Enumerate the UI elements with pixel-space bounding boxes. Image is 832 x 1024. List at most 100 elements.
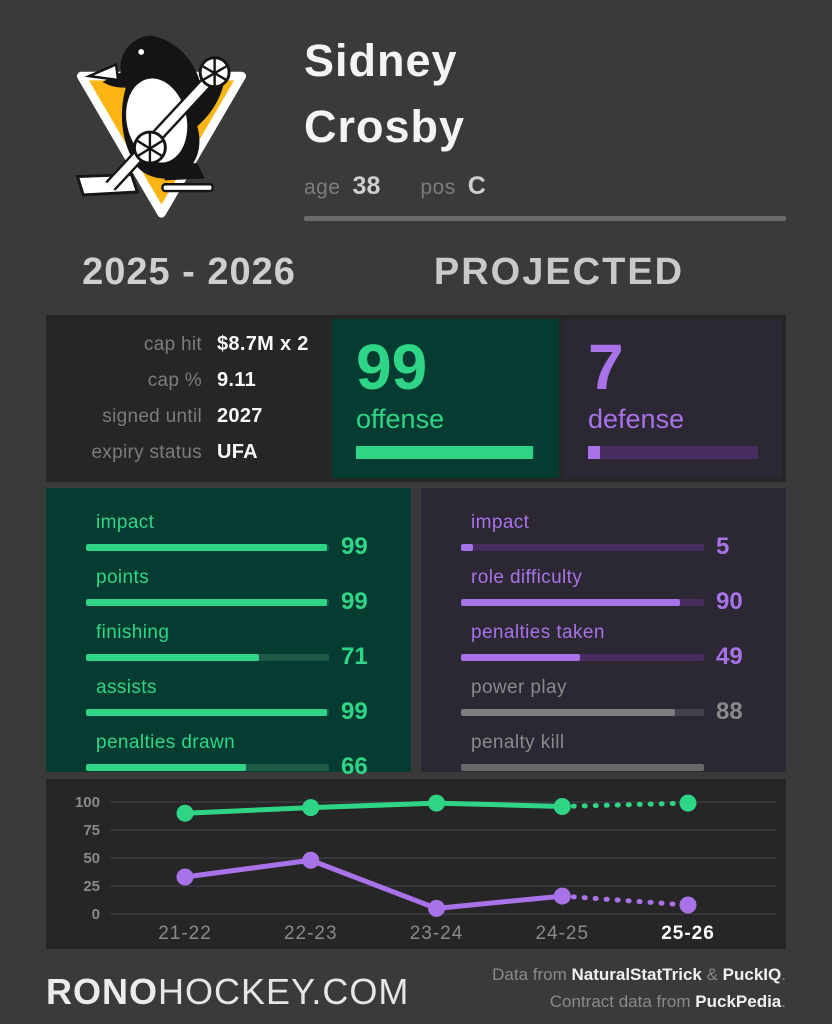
- stat-bar: [86, 543, 329, 551]
- penguin-beak: [84, 62, 119, 82]
- contract-label: expiry status: [91, 442, 202, 463]
- stat-row: finishing 71: [86, 622, 385, 670]
- defense-data-point: [553, 887, 571, 905]
- offense-data-point: [176, 804, 194, 822]
- team-logo: [46, 22, 276, 221]
- stat-row: penalties taken 49: [461, 622, 760, 670]
- stat-value: 88: [716, 698, 743, 725]
- stat-bar-fill: [461, 598, 680, 606]
- offense-rating-bar: [356, 446, 535, 459]
- stat-bar: [461, 598, 704, 606]
- stat-bar-fill: [86, 708, 327, 716]
- projected-heading: PROJECTED: [433, 250, 685, 293]
- stat-bar-line: [461, 757, 760, 777]
- data-credits: Data from NaturalStatTrick & PuckIQ. Con…: [492, 961, 786, 1015]
- stat-bar: [86, 763, 329, 771]
- stat-label: penalty kill: [471, 732, 565, 753]
- stat-bar-line: 99: [86, 700, 385, 724]
- stat-bar: [86, 653, 329, 661]
- x-tick-label: 22-23: [284, 923, 338, 944]
- pos-value: C: [467, 172, 486, 200]
- header-divider: [304, 216, 786, 221]
- player-meta: age 38 pos C: [304, 172, 786, 201]
- stat-row: impact 5: [461, 512, 760, 560]
- stat-value: 71: [341, 643, 368, 670]
- player-header: Sidney Crosby age 38 pos C: [304, 22, 786, 221]
- glove-bottom-laces: [136, 133, 163, 163]
- contract-value: UFA: [217, 441, 258, 463]
- offense-data-point: [428, 794, 445, 812]
- x-tick-label: 24-25: [535, 923, 589, 944]
- offense-rating-card: 99 offense: [332, 319, 559, 478]
- x-tick-label: 21-22: [158, 923, 212, 944]
- contract-label: cap %: [147, 370, 202, 391]
- credits-line-1: Data from NaturalStatTrick & PuckIQ.: [492, 961, 786, 988]
- contract-ratings-panel: cap hit $8.7M x 2 cap % 9.11 signed until 202…: [46, 315, 786, 482]
- brand-rest: HOCKEY.COM: [158, 971, 410, 1012]
- contract-value: 2027: [217, 405, 263, 427]
- stat-label: assists: [96, 677, 157, 698]
- age-label: age: [304, 176, 341, 199]
- stat-label: impact: [471, 512, 530, 533]
- y-tick-label: 100: [75, 794, 100, 811]
- stat-bar-line: 99: [86, 588, 385, 615]
- stat-bar: [461, 763, 704, 771]
- contract-info: cap hit $8.7M x 2 cap % 9.11 signed until 202…: [50, 319, 332, 478]
- age-value: 38: [352, 172, 381, 200]
- seasons-chart: 0 25 50 75 100 21-22 22-23 23-24 24-25 25-26: [75, 794, 776, 944]
- stat-row: penalties drawn 66: [86, 732, 385, 779]
- stat-row: assists 99: [86, 677, 385, 724]
- credit-segment: Contract data from: [549, 992, 696, 1011]
- stat-bar-line: 88: [461, 698, 760, 725]
- stat-bar-line: 66: [86, 755, 385, 779]
- credit-segment: &: [701, 965, 723, 984]
- credit-segment: PuckIQ: [722, 965, 782, 984]
- credit-segment: PuckPedia: [695, 992, 782, 1011]
- stat-label: penalties drawn: [96, 732, 236, 753]
- seasons-chart-panel: 0 25 50 75 100 21-22 22-23 23-24 24-25 25-26: [46, 779, 786, 949]
- season-heading: 2025 - 2026: [82, 250, 296, 293]
- contract-label: cap hit: [143, 334, 202, 355]
- defense-stats-panel: impact 5 role difficulty 90 penalties taken 4…: [421, 488, 786, 772]
- stat-bar-fill: [86, 763, 247, 771]
- contract-row: cap % 9.11: [50, 369, 322, 392]
- stat-bar: [86, 598, 329, 606]
- stat-value: 49: [716, 643, 743, 670]
- defense-rating-bar: [588, 446, 758, 459]
- defense-data-point: [679, 896, 697, 914]
- penguin-eye: [137, 49, 144, 55]
- credits-line-2: Contract data from PuckPedia.: [492, 988, 786, 1015]
- footer: RONOHOCKEY.COM Data from NaturalStatTric…: [46, 949, 786, 1015]
- credit-segment: .: [781, 965, 786, 984]
- y-tick-label: 25: [83, 878, 100, 895]
- stat-row: penalty kill: [461, 732, 760, 777]
- stat-bar-line: 90: [461, 590, 760, 614]
- defense-data-point: [176, 868, 194, 886]
- offense-stats-panel: impact 99 points 99 finishing 71 assists 99 pena…: [46, 488, 411, 779]
- stick-shaft: [106, 74, 215, 190]
- stat-row: impact 99: [86, 512, 385, 559]
- contract-value: 9.11: [217, 369, 257, 391]
- stat-label: power play: [471, 677, 567, 698]
- penguin-foot: [163, 163, 205, 181]
- stat-bar-line: 71: [86, 643, 385, 670]
- stat-bar-fill: [461, 708, 675, 716]
- stat-label: finishing: [96, 622, 170, 643]
- brand-bold: RONO: [46, 971, 158, 1012]
- offense-data-point: [302, 799, 320, 817]
- stat-bar-line: 49: [461, 643, 760, 670]
- stat-row: points 99: [86, 567, 385, 615]
- defense-rating-label: defense: [588, 404, 685, 434]
- defense-line: [182, 857, 565, 911]
- header-section: Sidney Crosby age 38 pos C: [0, 0, 832, 221]
- stat-value: 5: [716, 533, 730, 560]
- stat-label: role difficulty: [471, 567, 583, 588]
- x-tick-label: 25-26: [661, 923, 715, 944]
- stat-bar-fill: [461, 653, 581, 661]
- stat-label: impact: [96, 512, 155, 533]
- credit-segment: .: [781, 992, 786, 1011]
- contract-row: signed until 2027: [50, 405, 322, 428]
- stat-value: 99: [341, 588, 368, 615]
- offense-line: [182, 800, 565, 816]
- stat-bar: [461, 708, 704, 716]
